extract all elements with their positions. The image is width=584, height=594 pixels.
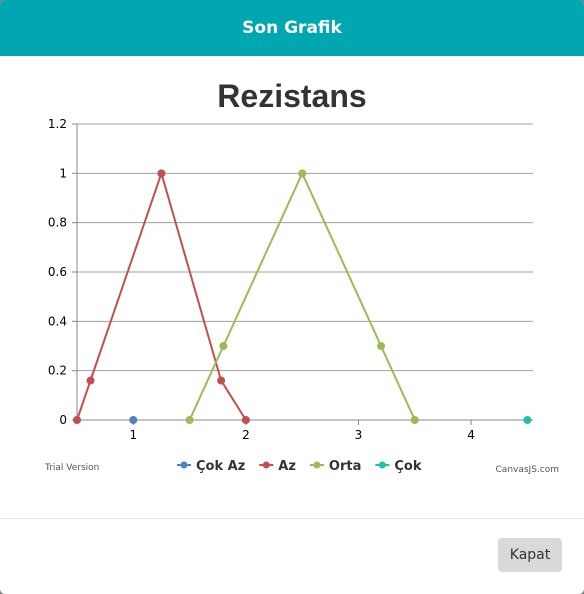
data-point-az [241, 416, 250, 424]
data-point-az [217, 376, 226, 385]
y-tick-label: 0 [59, 413, 67, 427]
y-tick-label: 0.8 [48, 216, 67, 230]
legend[interactable]: Çok Az Az Orta Çok [177, 459, 422, 474]
legend-dot-marker [313, 461, 321, 469]
data-point-cok-az [129, 416, 138, 424]
legend-item-az[interactable]: Az [259, 459, 296, 474]
close-button[interactable]: Kapat [498, 538, 562, 572]
legend-item-cok-az[interactable]: Çok Az [177, 459, 245, 474]
modal-header: Son Grafik [0, 0, 584, 56]
legend-label: Orta [329, 459, 361, 474]
legend-label: Çok Az [196, 459, 245, 474]
trial-version-label: Trial Version [44, 463, 99, 473]
data-point-orta [185, 416, 194, 424]
y-tick-label: 0.6 [48, 265, 67, 279]
data-point-orta [298, 169, 307, 178]
series-lines [73, 169, 532, 424]
legend-dot-marker [180, 461, 188, 469]
y-tick-label: 1 [59, 166, 67, 180]
legend-dot-marker [378, 461, 386, 469]
data-point-az [86, 376, 95, 385]
legend-item-orta[interactable]: Orta [309, 459, 361, 474]
chart-title: Rezistans [217, 78, 366, 114]
x-tick-label: 2 [242, 428, 250, 442]
modal-footer-divider [0, 518, 584, 519]
data-point-cok [523, 416, 532, 424]
modal-title: Son Grafik [242, 18, 342, 38]
legend-item-cok[interactable]: Çok [375, 459, 422, 474]
x-tick-label: 3 [355, 428, 363, 442]
grid-lines [77, 123, 533, 372]
legend-label: Çok [394, 459, 421, 474]
data-point-az [73, 416, 81, 424]
axes: 0 0.2 0.4 0.6 0.8 1 1.2 1 2 3 4 [48, 117, 533, 442]
data-point-orta [410, 416, 419, 424]
rezistans-chart: Rezistans 0 0.2 0.4 0.6 0.8 1 1.2 1 2 3 4 Çok Az Az… [44, 78, 559, 475]
canvasjs-credit-link[interactable]: CanvasJS.com [496, 465, 559, 475]
y-tick-label: 0.4 [48, 314, 67, 328]
legend-label: Az [278, 459, 296, 474]
y-tick-label: 1.2 [48, 117, 67, 131]
chart-container: Rezistans 0 0.2 0.4 0.6 0.8 1 1.2 1 2 3 4 Çok Az Az… [0, 56, 584, 486]
x-tick-label: 1 [129, 428, 137, 442]
legend-dot-marker [262, 461, 270, 469]
y-tick-label: 0.2 [48, 364, 67, 378]
x-tick-label: 4 [467, 428, 475, 442]
data-point-az [157, 169, 166, 178]
data-point-orta [219, 342, 228, 350]
data-point-orta [377, 342, 385, 350]
